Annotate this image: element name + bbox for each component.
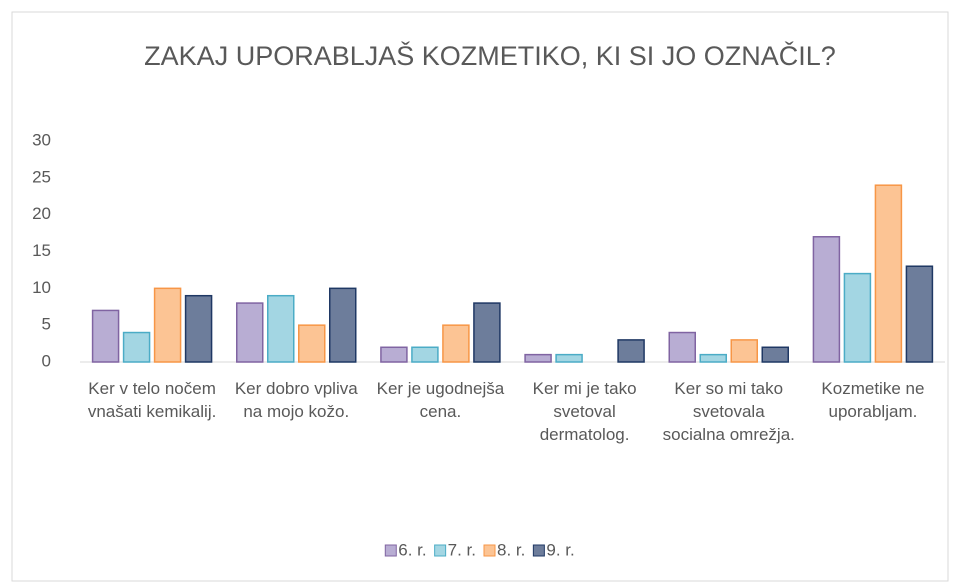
- y-tick-label: 5: [42, 315, 51, 334]
- bar: [874, 184, 903, 363]
- bar: [699, 353, 727, 363]
- legend-label: 8. r.: [497, 540, 525, 559]
- bar: [91, 309, 120, 363]
- bar: [329, 287, 357, 363]
- y-tick-label: 30: [32, 130, 51, 149]
- bar: [122, 331, 151, 363]
- y-tick-label: 10: [32, 278, 51, 297]
- x-tick-label: Kozmetike ne uporabljam.: [821, 379, 924, 421]
- x-tick-label: Ker so mi tako svetovala socialna omrežja.: [663, 379, 795, 444]
- bar: [380, 346, 408, 363]
- y-tick-label: 0: [42, 351, 51, 370]
- legend-swatch: [483, 544, 496, 557]
- x-tick-label: Ker v telo nočem vnašati kemikalij.: [88, 379, 217, 421]
- bar: [267, 294, 295, 363]
- legend: 6. r. 7. r. 8. r. 9. r.: [384, 540, 575, 559]
- bar: [617, 339, 645, 363]
- y-tick-label: 25: [32, 167, 51, 186]
- bar: [730, 339, 758, 363]
- bar: [524, 353, 552, 363]
- chart-title: ZAKAJ UPORABLJAŠ KOZMETIKO, KI SI JO OZN…: [144, 40, 836, 71]
- legend-swatch: [532, 544, 545, 557]
- bar: [298, 324, 326, 363]
- bar: [668, 331, 696, 363]
- bar: [442, 324, 470, 363]
- x-tick-label: Ker dobro vpliva na mojo kožo.: [235, 379, 358, 421]
- y-tick-label: 20: [32, 204, 51, 223]
- legend-label: 9. r.: [546, 540, 574, 559]
- bar: [843, 272, 872, 363]
- bar: [411, 346, 439, 363]
- legend-swatch: [434, 544, 447, 557]
- bar: [153, 287, 182, 363]
- x-tick-label: Ker mi je tako svetoval dermatolog.: [533, 379, 637, 444]
- legend-label: 6. r.: [398, 540, 426, 559]
- bar: [236, 302, 264, 363]
- bar: [761, 346, 789, 363]
- bar: [812, 236, 841, 363]
- bar: [905, 265, 934, 363]
- legend-label: 7. r.: [448, 540, 476, 559]
- y-tick-label: 15: [32, 241, 51, 260]
- x-tick-label: Ker je ugodnejša cena.: [377, 379, 505, 421]
- bar: [473, 302, 501, 363]
- bar: [184, 294, 213, 363]
- bar: [555, 353, 583, 363]
- legend-swatch: [384, 544, 397, 557]
- chart-border: [11, 11, 949, 582]
